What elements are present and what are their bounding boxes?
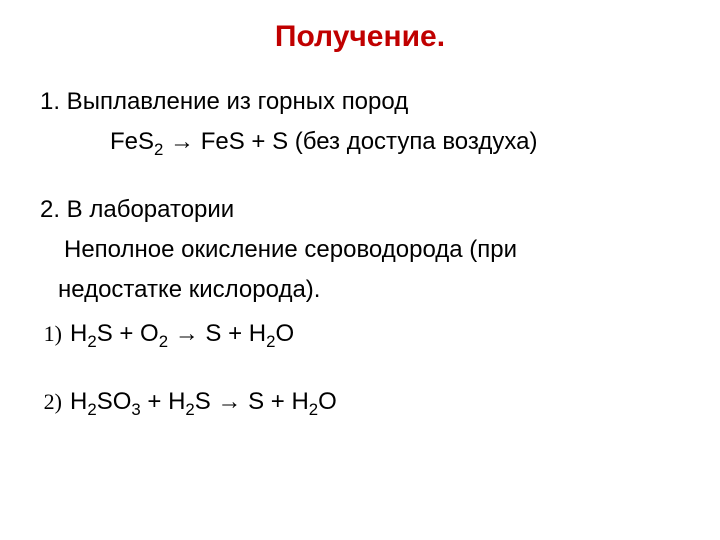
r1p1: 2 — [87, 332, 96, 351]
slide-title: Получение. — [40, 20, 680, 54]
r2p3: 3 — [131, 400, 140, 419]
item1-heading: 1. Выплавление из горных пород — [40, 84, 680, 120]
reaction-1-num: 1) — [34, 317, 62, 350]
slide-content: 1. Выплавление из горных пород FeS2 → Fe… — [40, 84, 680, 422]
r2p4: + H — [141, 388, 186, 415]
item2-desc2: недостатке кислорода). — [58, 272, 680, 308]
r2p6: S → S + H — [195, 388, 309, 415]
r2p5: 2 — [185, 400, 194, 419]
r2p7: 2 — [309, 400, 318, 419]
item1-equation: FeS2 → FeS + S (без доступа воздуха) — [40, 124, 680, 162]
item2-heading: 2. В лаборатории — [40, 192, 680, 228]
reactions-list: 1) H2S + O2 → S + H2O 2) H2SO3 + H2S → S… — [40, 316, 680, 422]
r2p8: O — [318, 388, 337, 415]
eq1-mid: → FeS + S (без доступа воздуха) — [163, 128, 537, 155]
reaction-1-formula: H2S + O2 → S + H2O — [70, 316, 294, 354]
item2-desc1: Неполное окисление сероводорода (при — [58, 232, 680, 268]
r1p3: 2 — [159, 332, 168, 351]
eq1-prefix: FeS — [110, 128, 154, 155]
r1p4: → S + H — [168, 320, 266, 347]
r1p2: S + O — [97, 320, 159, 347]
r1p6: O — [275, 320, 294, 347]
reaction-2: 2) H2SO3 + H2S → S + H2O — [70, 384, 680, 422]
reaction-2-num: 2) — [34, 385, 62, 418]
reaction-2-formula: H2SO3 + H2S → S + H2O — [70, 384, 337, 422]
eq1-sub1: 2 — [154, 140, 163, 159]
r2p1: 2 — [87, 400, 96, 419]
r2p0: H — [70, 388, 87, 415]
r1p0: H — [70, 320, 87, 347]
r2p2: SO — [97, 388, 132, 415]
reaction-1: 1) H2S + O2 → S + H2O — [70, 316, 680, 354]
